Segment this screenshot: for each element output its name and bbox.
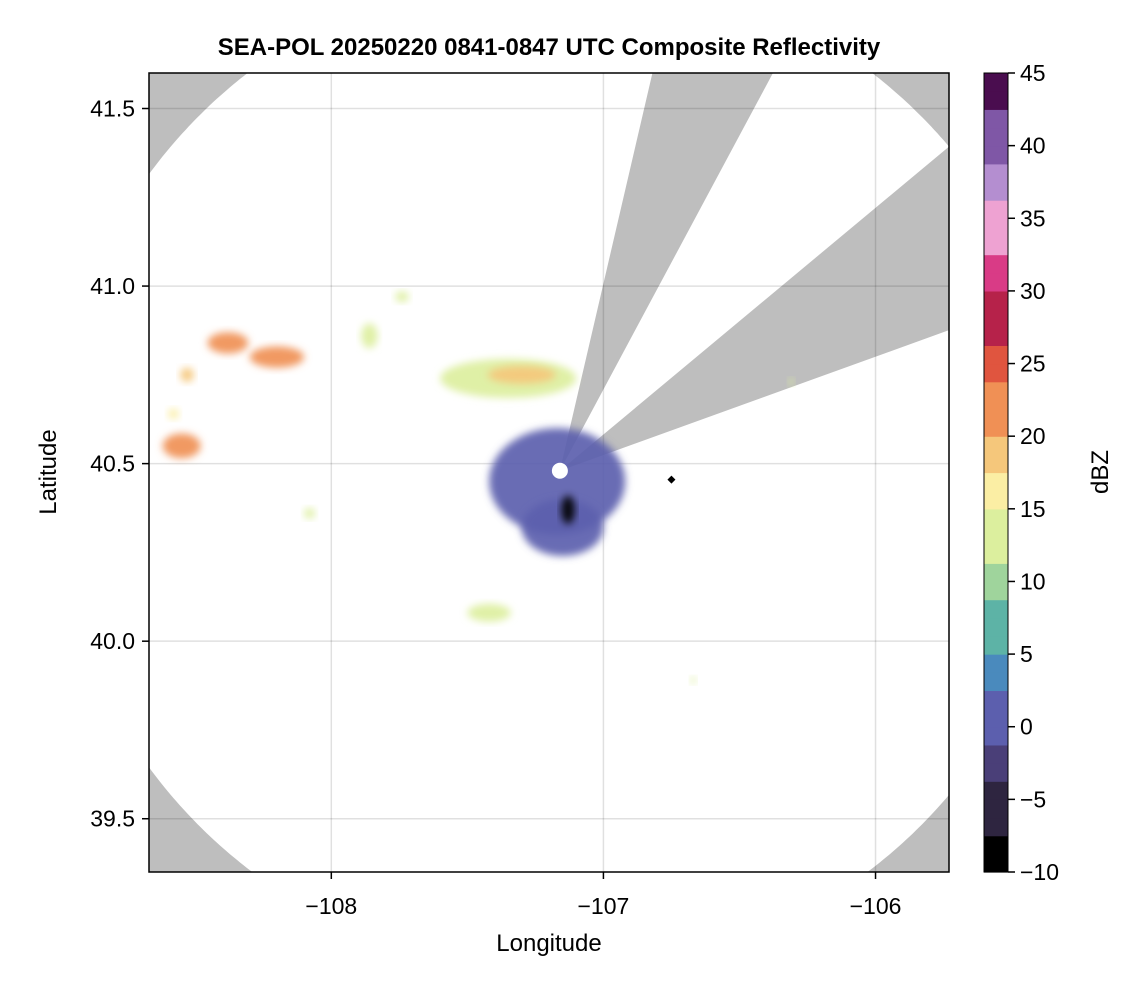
y-tick-label-4: 41.5: [90, 96, 135, 122]
colorbar-tick-label-10: 40: [1020, 133, 1046, 159]
y-axis-label: Latitude: [35, 429, 62, 514]
colorbar-tick-label-4: 10: [1020, 568, 1046, 594]
colorbar-segment-32: [984, 272, 1008, 292]
x-axis: −108 −107 −106: [305, 872, 901, 919]
echo-west-cell-north: [180, 367, 194, 382]
colorbar-segment-37: [984, 181, 1008, 201]
x-tick-label-2: −106: [850, 893, 902, 919]
echo-north-tiny: [395, 291, 409, 303]
colorbar-segment-12: [984, 635, 1008, 655]
x-tick-label-0: −108: [305, 893, 357, 919]
colorbar-segment-4: [984, 781, 1008, 800]
colorbar-segment-39: [984, 145, 1008, 165]
colorbar-tick-label-11: 45: [1020, 60, 1046, 86]
radar-site-marker: [551, 462, 568, 479]
colorbar-segment-42: [984, 91, 1008, 110]
colorbar-segment-20: [984, 490, 1008, 510]
colorbar: −10 −5 0 5 10 15 20 25 30 35 40 45: [983, 60, 1059, 885]
colorbar-tick-label-3: 5: [1020, 641, 1033, 667]
colorbar-tick-label-8: 30: [1020, 278, 1046, 304]
colorbar-label: dBZ: [1087, 450, 1114, 494]
echo-north-small: [361, 323, 378, 349]
y-tick-label-2: 40.5: [90, 451, 135, 477]
colorbar-segment-2: [984, 817, 1008, 837]
colorbar-segment-14: [984, 599, 1008, 619]
colorbar-segment-38: [984, 163, 1008, 183]
colorbar-tick-label-7: 25: [1020, 351, 1046, 377]
colorbar-segment-40: [984, 127, 1008, 147]
colorbar-segment-34: [984, 236, 1008, 256]
colorbar-segment-43: [984, 73, 1008, 92]
colorbar-segment-21: [984, 472, 1008, 492]
y-tick-label-3: 41.0: [90, 273, 135, 299]
colorbar-segment-0: [984, 853, 1008, 873]
colorbar-tick-label-9: 35: [1020, 205, 1046, 231]
colorbar-segment-17: [984, 545, 1008, 564]
colorbar-segment-23: [984, 436, 1008, 455]
colorbar-segment-1: [984, 835, 1008, 855]
x-axis-label: Longitude: [496, 930, 601, 957]
colorbar-segment-22: [984, 454, 1008, 474]
echo-nw-band-1: [207, 332, 249, 354]
echo-west-tiny: [304, 508, 315, 519]
colorbar-tick-label-1: −5: [1020, 786, 1046, 812]
chart-title: SEA-POL 20250220 0841-0847 UTC Composite…: [218, 34, 881, 61]
colorbar-segment-31: [984, 290, 1008, 310]
echo-se-speck: [690, 676, 696, 684]
colorbar-tick-label-0: −10: [1020, 859, 1059, 885]
colorbar-segment-36: [984, 200, 1008, 219]
echo-nw-band-2: [249, 346, 305, 368]
colorbar-segment-7: [984, 726, 1008, 746]
colorbar-segment-19: [984, 508, 1008, 528]
colorbar-segment-26: [984, 381, 1008, 401]
echo-main-complex-south: [521, 499, 604, 556]
y-axis: 39.5 40.0 40.5 41.0 41.5: [90, 96, 149, 832]
colorbar-segment-18: [984, 526, 1008, 546]
plot-frame: [148, 72, 950, 873]
echo-north-band-core: [487, 365, 556, 384]
colorbar-segment-11: [984, 654, 1008, 673]
echo-west-cell-mid: [168, 408, 179, 420]
colorbar-segment-30: [984, 309, 1008, 328]
colorbar-segment-8: [984, 708, 1008, 728]
colorbar-segment-27: [984, 363, 1008, 383]
colorbar-segment-16: [984, 563, 1008, 583]
colorbar-segment-15: [984, 581, 1008, 601]
y-tick-label-0: 39.5: [90, 806, 135, 832]
colorbar-segment-25: [984, 399, 1008, 419]
echo-east-speck: [788, 378, 794, 386]
colorbar-segment-13: [984, 617, 1008, 637]
colorbar-segment-33: [984, 254, 1008, 274]
echo-cold-core: [561, 495, 575, 524]
echo-west-cell: [162, 433, 201, 459]
y-tick-label-1: 40.0: [90, 628, 135, 654]
diamond-marker: [667, 475, 676, 484]
colorbar-segment-6: [984, 744, 1008, 764]
colorbar-segment-24: [984, 418, 1008, 437]
colorbar-tick-label-5: 15: [1020, 496, 1046, 522]
colorbar-segment-10: [984, 672, 1008, 692]
colorbar-segment-29: [984, 327, 1008, 346]
x-tick-label-1: −107: [578, 893, 630, 919]
colorbar-frame: [983, 72, 1009, 873]
echo-layer: [162, 291, 794, 684]
colorbar-segment-5: [984, 763, 1008, 782]
colorbar-segment-3: [984, 799, 1008, 819]
colorbar-segment-35: [984, 218, 1008, 238]
colorbar-segment-9: [984, 690, 1008, 710]
colorbar-segment-41: [984, 109, 1008, 129]
plot-area: [148, 72, 950, 873]
colorbar-tick-label-2: 0: [1020, 714, 1033, 740]
colorbar-tick-label-6: 20: [1020, 423, 1046, 449]
echo-south-cell: [467, 603, 511, 622]
colorbar-segment-28: [984, 345, 1008, 365]
